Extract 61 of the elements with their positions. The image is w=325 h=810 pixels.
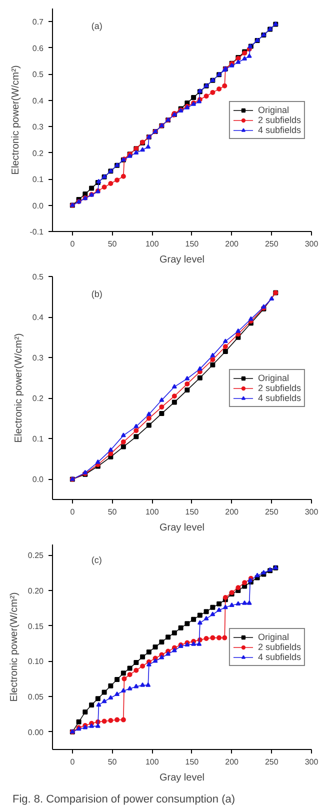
y-tick-label: 0.7 xyxy=(32,18,44,27)
y-tick-label: 0.3 xyxy=(32,122,44,132)
x-tick-label: 300 xyxy=(304,508,319,516)
x-tick-label: 200 xyxy=(225,240,240,248)
annotation: (c) xyxy=(91,555,102,565)
y-tick-label: 0.15 xyxy=(28,622,44,631)
y-tick-label: 0.10 xyxy=(28,657,44,666)
x-tick-label: 250 xyxy=(264,508,279,516)
x-tick-label: 300 xyxy=(304,758,319,766)
x-tick-label: 250 xyxy=(264,758,279,766)
x-tick-label: 100 xyxy=(145,508,160,516)
x-tick-label: 50 xyxy=(108,240,118,248)
x-tick-label: 50 xyxy=(108,508,118,516)
legend-label: 2 subfields xyxy=(258,382,301,392)
x-tick-label: 50 xyxy=(108,758,118,766)
legend-label: 4 subfields xyxy=(258,392,301,402)
y-tick-label: 0.4 xyxy=(32,96,44,106)
y-tick-label: 0.3 xyxy=(32,354,44,363)
y-tick-label: 0.1 xyxy=(32,175,44,184)
x-tick-label: 0 xyxy=(70,758,76,766)
x-tick-label: 0 xyxy=(70,508,76,516)
y-tick-label: 0.5 xyxy=(32,70,44,80)
y-tick-label: 0.5 xyxy=(32,272,44,282)
y-tick-label: 0.2 xyxy=(32,148,44,158)
x-tick-label: 250 xyxy=(264,240,279,248)
annotation: (a) xyxy=(91,20,102,31)
y-axis-title: Electronic power(W/cm²) xyxy=(8,592,20,702)
legend-label: 2 subfields xyxy=(258,114,301,124)
x-tick-label: 0 xyxy=(70,240,76,248)
y-tick-label: 0.25 xyxy=(28,551,44,560)
y-tick-label: 0.2 xyxy=(32,394,44,404)
x-axis-title: Gray level xyxy=(159,522,205,534)
legend-label: 4 subfields xyxy=(258,124,301,134)
y-tick-label: 0.0 xyxy=(32,475,44,484)
caption: Fig. 8. Comparision of power consumption (a) xyxy=(12,794,236,806)
x-tick-label: 150 xyxy=(185,758,200,766)
annotation: (b) xyxy=(91,288,102,299)
x-tick-label: 200 xyxy=(225,508,240,516)
y-tick-label: 0.1 xyxy=(32,434,44,444)
legend-label: Original xyxy=(258,104,289,114)
legend-label: Original xyxy=(258,632,289,642)
y-tick-label: 0.20 xyxy=(28,586,44,596)
y-tick-label: 0.6 xyxy=(32,44,44,53)
x-tick-label: 100 xyxy=(145,758,160,766)
legend-label: 2 subfields xyxy=(258,642,301,652)
legend-label: Original xyxy=(258,372,289,382)
x-axis-title: Gray level xyxy=(159,254,205,266)
y-axis-title: Electronic power(W/cm²) xyxy=(10,65,22,175)
x-tick-label: 150 xyxy=(185,508,200,516)
x-tick-label: 300 xyxy=(304,240,319,248)
y-tick-label: 0.00 xyxy=(28,728,44,737)
x-tick-label: 100 xyxy=(145,240,160,248)
y-tick-label: 0.4 xyxy=(32,313,44,322)
y-tick-label: 0.0 xyxy=(32,201,44,210)
y-tick-label: -0.1 xyxy=(30,228,44,236)
y-axis-title: Electronic power(W/cm²) xyxy=(13,333,24,443)
legend-label: 4 subfields xyxy=(258,652,301,662)
x-axis-title: Gray level xyxy=(159,772,205,784)
x-tick-label: 150 xyxy=(185,240,200,248)
x-tick-label: 200 xyxy=(225,758,240,766)
y-tick-label: 0.05 xyxy=(28,692,44,702)
